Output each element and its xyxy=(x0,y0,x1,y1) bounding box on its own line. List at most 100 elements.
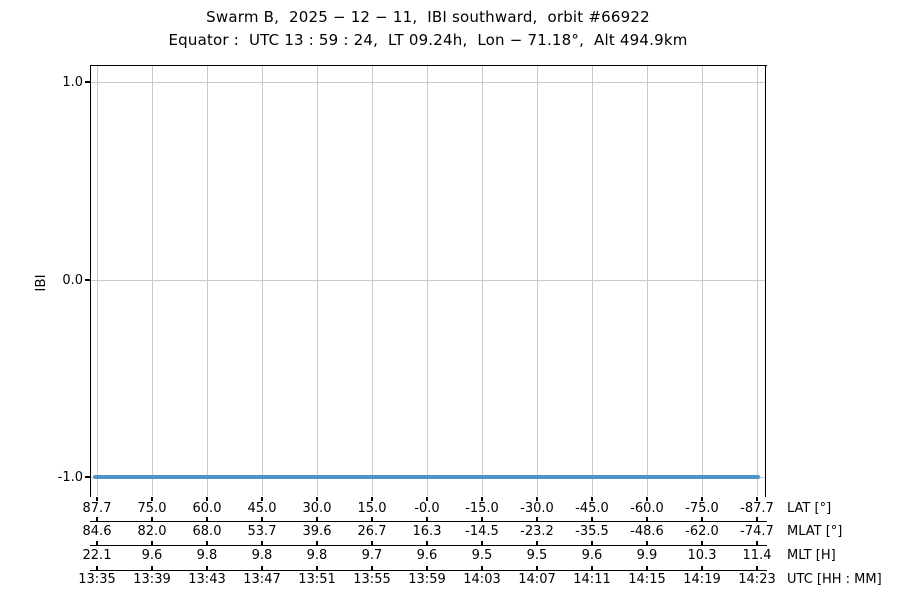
x-tick-mark xyxy=(261,517,263,521)
x-tick-mark xyxy=(426,497,428,502)
x-tick-mark xyxy=(646,497,648,502)
x-tick-label: 9.7 xyxy=(361,548,383,563)
gridline-vertical xyxy=(97,66,98,497)
x-tick-label: -15.0 xyxy=(465,501,499,516)
x-tick-mark xyxy=(96,541,98,545)
x-tick-mark xyxy=(261,497,263,502)
x-tick-label: 10.3 xyxy=(687,548,717,563)
figure-title: Swarm B, 2025 − 12 − 11, IBI southward, … xyxy=(206,8,650,26)
gridline-vertical xyxy=(757,66,758,497)
x-tick-mark xyxy=(151,497,153,502)
gridline-horizontal xyxy=(91,280,765,281)
x-tick-label: 87.7 xyxy=(82,501,112,516)
y-tick-mark xyxy=(85,476,90,478)
x-tick-mark xyxy=(701,566,703,570)
x-tick-mark xyxy=(756,541,758,545)
y-tick-label: 1.0 xyxy=(62,74,83,90)
gridline-vertical xyxy=(702,66,703,497)
x-tick-label: -35.5 xyxy=(575,524,609,539)
plot-spine-left xyxy=(90,65,92,498)
x-tick-mark xyxy=(591,566,593,570)
x-tick-label: 9.5 xyxy=(526,548,548,563)
x-tick-mark xyxy=(316,497,318,502)
figure-subtitle: Equator : UTC 13 : 59 : 24, LT 09.24h, L… xyxy=(168,31,688,49)
gridline-horizontal xyxy=(91,82,765,83)
x-tick-label: 9.8 xyxy=(306,548,328,563)
x-tick-label: 14:19 xyxy=(683,572,721,587)
x-tick-mark xyxy=(701,541,703,545)
gridline-vertical xyxy=(427,66,428,497)
x-tick-label: 14:23 xyxy=(738,572,776,587)
x-tick-label: 13:39 xyxy=(133,572,171,587)
gridline-vertical xyxy=(152,66,153,497)
x-tick-mark xyxy=(261,566,263,570)
x-tick-label: 45.0 xyxy=(247,501,277,516)
x-axis-name-label: MLAT [°] xyxy=(787,524,843,539)
y-tick-label: -1.0 xyxy=(57,469,83,485)
x-tick-label: 14:11 xyxy=(573,572,611,587)
x-tick-label: 15.0 xyxy=(357,501,387,516)
x-tick-label: 9.6 xyxy=(581,548,603,563)
x-axis-tick-row: 22.1 9.6 9.8 9.8 9.8 9.7 9.6 9.5 9.5 9.6 9.9 10.3 11… xyxy=(70,548,785,563)
x-axis-name-label: MLT [H] xyxy=(787,548,836,563)
x-tick-label: 22.1 xyxy=(82,548,112,563)
x-tick-label: 26.7 xyxy=(357,524,387,539)
x-tick-label: -45.0 xyxy=(575,501,609,516)
x-tick-mark xyxy=(151,517,153,521)
x-tick-label: -48.6 xyxy=(630,524,664,539)
x-tick-label: 13:47 xyxy=(243,572,281,587)
x-tick-label: 9.6 xyxy=(416,548,438,563)
x-tick-mark xyxy=(536,541,538,545)
x-tick-mark xyxy=(481,541,483,545)
x-axis-row-line xyxy=(90,521,767,523)
x-tick-label: 13:51 xyxy=(298,572,336,587)
x-tick-label: 39.6 xyxy=(302,524,332,539)
x-tick-label: 13:55 xyxy=(353,572,391,587)
x-tick-mark xyxy=(536,497,538,502)
x-axis-name-label: UTC [HH : MM] xyxy=(787,572,882,587)
x-tick-mark xyxy=(536,566,538,570)
gridline-vertical xyxy=(592,66,593,497)
plot-spine-top xyxy=(90,65,767,67)
ibi-data-line xyxy=(93,474,760,480)
x-tick-mark xyxy=(756,497,758,502)
x-tick-mark xyxy=(426,566,428,570)
x-tick-mark xyxy=(426,541,428,545)
x-tick-label: 30.0 xyxy=(302,501,332,516)
x-tick-label: 9.6 xyxy=(141,548,163,563)
x-tick-label: -62.0 xyxy=(685,524,719,539)
x-tick-label: 9.8 xyxy=(196,548,218,563)
x-tick-mark xyxy=(701,497,703,502)
plot-spine-right xyxy=(765,65,767,498)
y-tick-mark xyxy=(85,279,90,281)
x-tick-mark xyxy=(646,541,648,545)
x-tick-label: 9.5 xyxy=(471,548,493,563)
x-tick-mark xyxy=(701,517,703,521)
x-tick-label: 68.0 xyxy=(192,524,222,539)
x-tick-mark xyxy=(151,566,153,570)
x-tick-label: -23.2 xyxy=(520,524,554,539)
x-tick-label: 11.4 xyxy=(742,548,772,563)
x-tick-label: 13:59 xyxy=(408,572,446,587)
x-tick-label: 14:15 xyxy=(628,572,666,587)
x-tick-label: -75.0 xyxy=(685,501,719,516)
x-tick-mark xyxy=(316,541,318,545)
x-axis-row-line xyxy=(90,570,767,572)
gridline-vertical xyxy=(537,66,538,497)
x-tick-label: -30.0 xyxy=(520,501,554,516)
x-tick-label: 9.8 xyxy=(251,548,273,563)
x-tick-mark xyxy=(591,541,593,545)
x-tick-mark xyxy=(536,517,538,521)
x-tick-mark xyxy=(646,517,648,521)
y-tick-mark xyxy=(85,81,90,83)
gridline-vertical xyxy=(207,66,208,497)
gridline-vertical xyxy=(647,66,648,497)
x-tick-mark xyxy=(206,541,208,545)
x-tick-mark xyxy=(756,517,758,521)
x-tick-label: 75.0 xyxy=(137,501,167,516)
x-tick-label: -0.0 xyxy=(414,501,440,516)
x-tick-mark xyxy=(371,497,373,502)
x-axis-name-label: LAT [°] xyxy=(787,501,832,516)
x-tick-label: 13:43 xyxy=(188,572,226,587)
